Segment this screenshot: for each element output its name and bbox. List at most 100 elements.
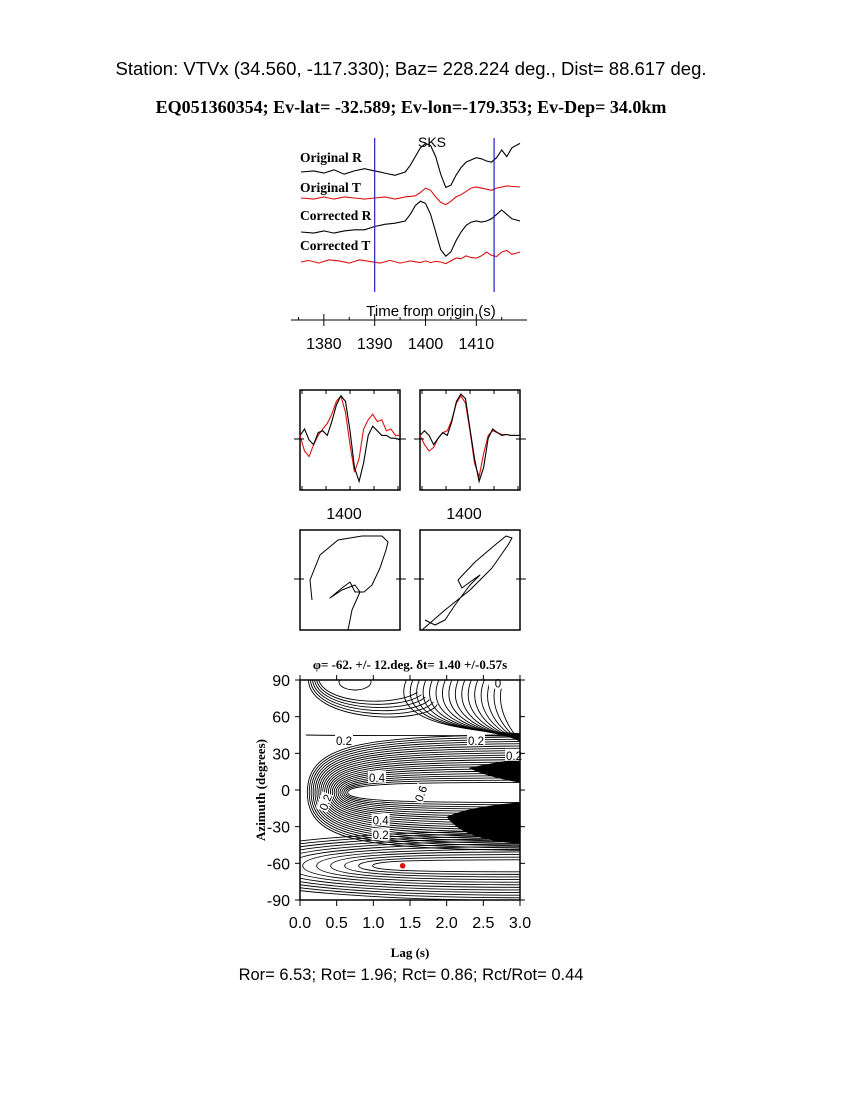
contour-line [300,835,520,896]
contour-line [326,756,520,828]
trace-original-r [300,142,521,189]
contour-line [329,761,520,824]
contour-line [316,848,520,883]
time-axis-label: Time from origin (s) [366,303,495,320]
contour-line [312,740,520,844]
contour-label: 0.2 [468,736,484,748]
contour-label: 0.6 [414,784,431,803]
misfit-contour-plot: φ= -62. +/- 12.deg. δt= 1.40 +/-0.57s 0 0… [253,657,531,960]
grid-y-tick-label: 0 [281,783,290,800]
contour-line [308,680,438,718]
grid-xlabel: Lag (s) [391,945,430,960]
contour-line [339,772,520,812]
contour-label: 0 [495,679,501,691]
grid-y-tick-label: -30 [267,820,290,837]
waveform-box-corrected: 1400 [414,389,526,523]
trace-label-corrected-t: Corrected T [300,238,370,253]
contour-line [310,680,434,715]
contour-line [318,680,418,702]
contour-label-bg [371,828,390,841]
grid-title: φ= -62. +/- 12.deg. δt= 1.40 +/-0.57s [313,657,507,672]
contour-label: 0.4 [373,816,390,828]
best-fit-marker [399,862,406,869]
grid-x-tick-label: 1.5 [399,915,421,932]
contour-line [461,680,520,740]
waveform-tick-label: 1400 [326,506,362,523]
grid-x-tick-label: 2.0 [436,915,458,932]
contour-line [335,768,520,817]
contour-line [305,734,520,737]
particle-motion-frame [299,529,401,631]
contour-line [344,854,520,878]
contour-label-bg [505,748,523,761]
trace-corrected-t [300,249,521,265]
grid-frame [299,679,521,901]
waveform-box-original: 1400 [294,389,406,523]
contour-line [300,843,520,888]
contour-line [347,782,520,803]
grid-x-tick-label: 0.0 [289,915,311,932]
contour-line [300,830,520,900]
grid-y-tick-label: -90 [267,893,290,910]
contour-line [302,846,520,886]
contour-line [333,766,520,819]
contour-label: 0.4 [369,773,386,785]
seismogram-panel: SKS Original R Original T Corrected R Co… [291,134,527,353]
contour-line [343,777,520,808]
trace-label-corrected-r: Corrected R [300,208,372,223]
grid-x-tick-label: 3.0 [509,915,531,932]
contour-label-bg [411,782,429,804]
trace-corrected-r [300,200,521,257]
waveform-tick-label: 1400 [446,506,482,523]
particle-motion-box-original [294,529,406,631]
waveform-red-trace [299,394,400,473]
grid-y-tick-label: 60 [272,710,290,727]
grid-y-tick-label: -60 [267,856,290,873]
contour-line [358,856,520,875]
time-tick-label: 1390 [357,336,393,353]
contour-label: 0.2 [318,793,335,812]
contour-line [310,738,520,847]
contour-line [480,680,520,742]
contour-line [328,759,520,826]
waveform-black-trace [419,393,520,484]
particle-motion-path [421,535,513,631]
contour-label-bg [368,770,386,783]
grid-x-tick-label: 0.5 [326,915,348,932]
contour-line [330,851,520,881]
time-tick-label: 1400 [408,336,444,353]
contour-lines [300,680,520,900]
contour-label-bg [371,813,390,826]
phase-label: SKS [418,134,446,150]
contour-line [338,680,372,691]
contour-label: 0.2 [336,736,352,748]
particle-motion-frame [419,529,521,631]
contour-label-bg [316,791,334,813]
grid-x-tick-label: 1.0 [362,915,384,932]
grid-y-tick-label: 30 [272,746,290,763]
high-misfit-region [446,802,520,844]
station-info: Station: VTVx (34.560, -117.330); Baz= 2… [115,58,707,79]
contour-line [314,680,426,708]
particle-motion-panels [294,529,526,631]
contour-line [337,770,520,815]
contour-line [487,680,520,742]
contour-line [300,838,520,894]
contour-label: 0.2 [506,751,522,763]
time-tick-label: 1410 [459,336,495,353]
contour-label-bg [335,734,353,747]
contour-line [372,859,520,873]
contour-line [300,841,520,891]
time-tick-label: 1380 [306,336,342,353]
event-info: EQ051360354; Ev-lat= -32.589; Ev-lon=-17… [155,97,667,117]
contour-line [316,680,422,705]
contour-label-bg [467,734,485,747]
contour-line [345,779,520,806]
contour-line [300,833,520,899]
contour-line [320,750,520,835]
waveform-red-trace [419,394,520,479]
particle-motion-box-corrected [414,529,526,631]
contour-line [308,736,520,849]
contour-line [341,775,520,810]
